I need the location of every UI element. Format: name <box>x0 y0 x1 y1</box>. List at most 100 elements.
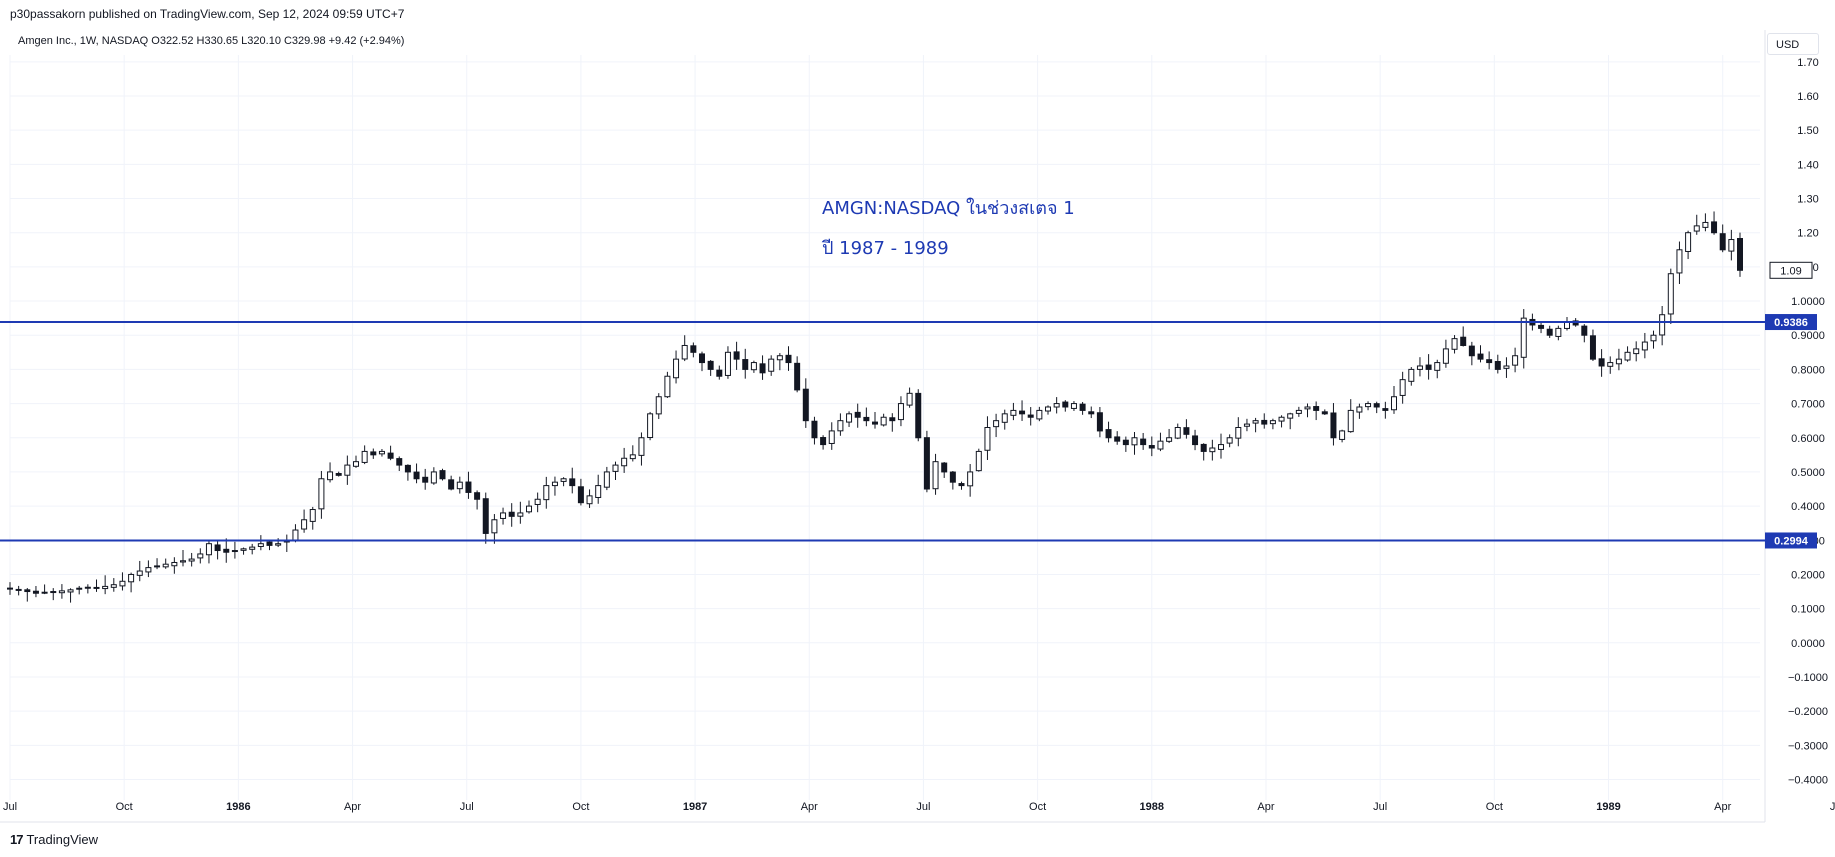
candle-body <box>1512 355 1519 366</box>
candle-body <box>448 479 455 490</box>
candle-body <box>1416 365 1423 370</box>
y-tick-label: 0.2000 <box>1791 569 1825 581</box>
candle-body <box>1598 358 1605 367</box>
y-tick-label: −0.1000 <box>1788 672 1828 684</box>
x-tick-label: Jul <box>1830 801 1835 813</box>
candle-body <box>1062 401 1069 408</box>
candle-body <box>1546 328 1553 336</box>
tradingview-logo[interactable]: 17 TradingView <box>10 832 98 847</box>
candle-body <box>1287 413 1294 419</box>
candle-body <box>586 495 593 505</box>
candle-body <box>491 519 498 534</box>
x-tick-label: 1987 <box>683 801 707 813</box>
x-tick-label: Jul <box>3 801 17 813</box>
candle-body <box>1252 420 1259 424</box>
candle-body <box>188 558 195 562</box>
candle-body <box>1278 416 1285 422</box>
candle-body <box>1295 409 1302 414</box>
candle-body <box>1391 396 1397 411</box>
candle-body <box>560 478 567 482</box>
candle-body <box>1399 379 1406 396</box>
candle-body <box>1070 403 1077 409</box>
candle-body <box>318 478 325 510</box>
y-tick-label: 1.70 <box>1797 57 1818 69</box>
candle-body <box>422 476 429 483</box>
candle-body <box>1659 314 1666 336</box>
candle-body <box>1477 353 1484 360</box>
candle-body <box>327 471 334 481</box>
candle-body <box>474 492 481 500</box>
candle-body <box>1131 437 1138 446</box>
candle-body <box>223 548 230 553</box>
candle-body <box>880 416 887 426</box>
candle-body <box>482 498 489 534</box>
candle-body <box>292 529 299 541</box>
candle-body <box>1218 444 1224 450</box>
candle-body <box>24 589 31 593</box>
y-tick-label: 0.9000 <box>1791 330 1825 342</box>
symbol-legend[interactable]: Amgen Inc., 1W, NASDAQ O322.52 H330.65 L… <box>18 35 405 47</box>
y-tick-label: 1.50 <box>1797 125 1818 137</box>
candle-body <box>102 585 109 590</box>
candle-body <box>802 388 809 422</box>
candle-body <box>1036 409 1043 420</box>
candle-body <box>690 345 697 353</box>
candle-body <box>742 359 749 370</box>
candle-body <box>915 392 922 439</box>
candle-body <box>205 543 212 556</box>
candle-body <box>1183 427 1190 435</box>
candle-body <box>1192 435 1199 446</box>
candle-body <box>664 375 671 398</box>
candle-body <box>1434 362 1441 371</box>
candle-body <box>378 450 385 455</box>
tradingview-logo-text: TradingView <box>26 832 99 847</box>
currency-button[interactable]: USD <box>1767 33 1819 55</box>
candle-body <box>456 481 463 490</box>
candle-body <box>569 478 576 487</box>
candle-body <box>733 351 740 360</box>
candle-body <box>1053 403 1060 408</box>
candle-body <box>1365 403 1372 408</box>
candle-body <box>1737 238 1743 271</box>
candle-body <box>794 362 801 391</box>
candle-body <box>67 589 74 593</box>
candle-body <box>647 413 654 439</box>
candle-body <box>1019 410 1026 415</box>
candle-body <box>993 420 1000 428</box>
candle-body <box>353 461 359 467</box>
y-tick-label: −0.4000 <box>1788 774 1828 786</box>
x-tick-label: 1989 <box>1596 801 1620 813</box>
candle-body <box>517 512 524 517</box>
candle-body <box>1226 437 1233 444</box>
price-chart[interactable]: 1.701.601.501.401.301.201.101.00000.9000… <box>0 0 1835 830</box>
candle-body <box>110 584 117 588</box>
candle-body <box>32 590 39 594</box>
candle-body <box>76 587 83 590</box>
candle-body <box>889 417 896 422</box>
y-tick-label: −0.2000 <box>1788 706 1828 718</box>
candle-body <box>1079 403 1086 411</box>
candle-body <box>266 541 273 546</box>
candle-body <box>750 362 757 371</box>
candle-body <box>1122 439 1129 446</box>
candle-body <box>344 464 351 476</box>
level-price-label: 0.2994 <box>1774 535 1809 547</box>
y-tick-label: 0.7000 <box>1791 399 1825 411</box>
candle-body <box>932 461 939 490</box>
candle-body <box>854 411 861 418</box>
candle-body <box>1442 348 1449 364</box>
candle-body <box>214 544 221 552</box>
candle-body <box>1330 412 1337 439</box>
x-tick-label: 1988 <box>1140 801 1164 813</box>
candle-body <box>128 573 135 583</box>
candle-body <box>1045 406 1051 412</box>
y-tick-label: 1.0000 <box>1791 296 1825 308</box>
candle-body <box>1486 359 1493 364</box>
candle-body <box>171 561 178 567</box>
y-tick-label: 0.4000 <box>1791 501 1825 513</box>
candle-body <box>335 473 342 476</box>
candle-body <box>119 580 126 587</box>
candle-body <box>1650 334 1657 342</box>
level-price-label: 0.9386 <box>1774 317 1808 329</box>
candle-body <box>500 512 507 519</box>
